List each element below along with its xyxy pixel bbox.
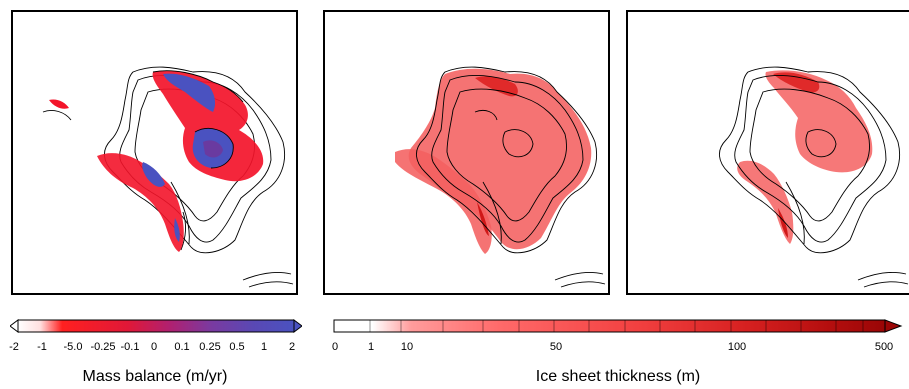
- tick-label: 1: [367, 341, 375, 353]
- tick-label: 0.1: [174, 341, 190, 353]
- colorbar-mass-balance-label: Mass balance (m/yr): [82, 368, 228, 385]
- ice-thickness-field: [737, 70, 873, 244]
- tick-label: 0.5: [229, 341, 245, 353]
- tick-label: 10: [400, 341, 414, 353]
- topography-contours: [416, 66, 606, 288]
- tick-label: 2: [288, 341, 296, 353]
- colorbar-ice-thickness-label: Ice sheet thickness (m): [535, 368, 701, 385]
- tick-label: 0: [150, 341, 158, 353]
- tick-label: 1: [260, 341, 268, 353]
- map-panel-thickness-full: [323, 10, 610, 295]
- tick-label: -0.1: [120, 341, 140, 353]
- antarctica-map-thickness-partial: [719, 66, 909, 288]
- colorbar-ice-thickness-swatches: [333, 319, 903, 333]
- tick-label: 0: [331, 341, 339, 353]
- tick-label: 0.25: [199, 341, 221, 353]
- antarctica-map-thickness-full: [395, 66, 606, 288]
- mass-balance-field: [49, 70, 264, 252]
- map-panel-thickness-partial: [626, 10, 909, 295]
- tick-label: -1: [37, 341, 47, 353]
- colorbar-ice-thickness: [333, 318, 903, 334]
- antarctica-map-mass-balance: [42, 66, 294, 288]
- colorbar-mass-balance-swatches: [9, 319, 303, 333]
- map-panel-mass-balance: [11, 10, 298, 295]
- tick-label: 100: [727, 341, 747, 353]
- topography-contours: [719, 66, 909, 288]
- tick-label: 500: [874, 341, 894, 353]
- tick-label: -0.25: [90, 341, 116, 353]
- tick-label: -2: [9, 341, 19, 353]
- colorbar-mass-balance: [9, 318, 303, 334]
- ice-thickness-field: [395, 68, 592, 254]
- tick-label: -5.0: [63, 341, 83, 353]
- tick-label: 50: [549, 341, 563, 353]
